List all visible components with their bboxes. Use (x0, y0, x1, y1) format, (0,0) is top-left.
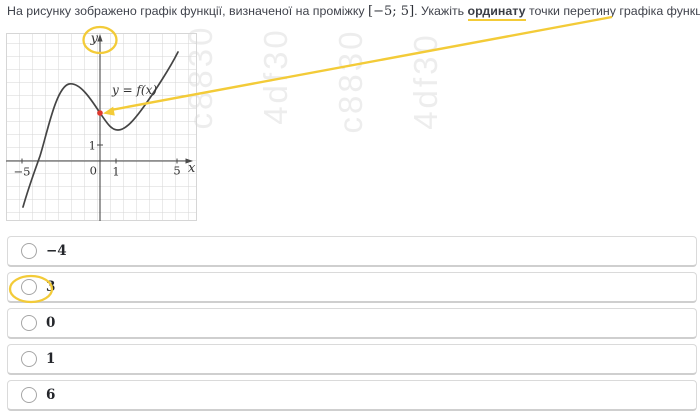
x-axis-label: x (188, 161, 196, 176)
option-row-0[interactable]: 0 (7, 308, 697, 339)
option-radio[interactable] (21, 351, 37, 367)
watermark: c8830 (332, 28, 369, 134)
option-label: 0 (46, 315, 56, 331)
x-axis-arrow-icon (185, 158, 193, 164)
option-label: −4 (46, 243, 67, 259)
watermark: 4df30 (407, 32, 444, 130)
tick-label-y1: 1 (89, 139, 96, 153)
grid-background (6, 33, 197, 221)
option-radio[interactable] (21, 315, 37, 331)
option-row-6[interactable]: 6 (7, 380, 697, 411)
interval-notation: [−5; 5] (368, 4, 415, 19)
y-intercept-point (97, 110, 103, 116)
answer-options: −4 3 0 1 6 (7, 236, 697, 416)
option-radio[interactable] (21, 387, 37, 403)
option-radio[interactable] (21, 243, 37, 259)
option-row-1[interactable]: 1 (7, 344, 697, 375)
curve-label: y = f(x) (111, 83, 157, 97)
origin-label: 0 (90, 164, 97, 178)
graph-canvas: −5 0 1 5 1 y x y = f(x) (6, 32, 197, 221)
option-label: 6 (46, 387, 56, 403)
option-radio[interactable] (21, 279, 37, 295)
tick-label-neg5: −5 (14, 165, 31, 179)
question-part: . Укажіть (414, 4, 468, 18)
question-part: точки перетину графіка функції (525, 4, 700, 18)
option-label: 1 (46, 351, 56, 367)
option-row-neg4[interactable]: −4 (7, 236, 697, 267)
option-row-3[interactable]: 3 (7, 272, 697, 303)
option-label: 3 (46, 279, 56, 295)
highlighted-term: ординату (467, 4, 526, 21)
function-graph-figure: −5 0 1 5 1 y x y = f(x) (6, 30, 199, 226)
y-axis-label: y (90, 32, 99, 47)
tick-label-5: 5 (173, 164, 180, 178)
question-text: На рисунку зображено графік функції, виз… (7, 3, 700, 21)
tick-label-1: 1 (112, 165, 119, 179)
watermark: 4df30 (257, 27, 294, 125)
question-part: На рисунку зображено графік функції, виз… (7, 4, 369, 18)
